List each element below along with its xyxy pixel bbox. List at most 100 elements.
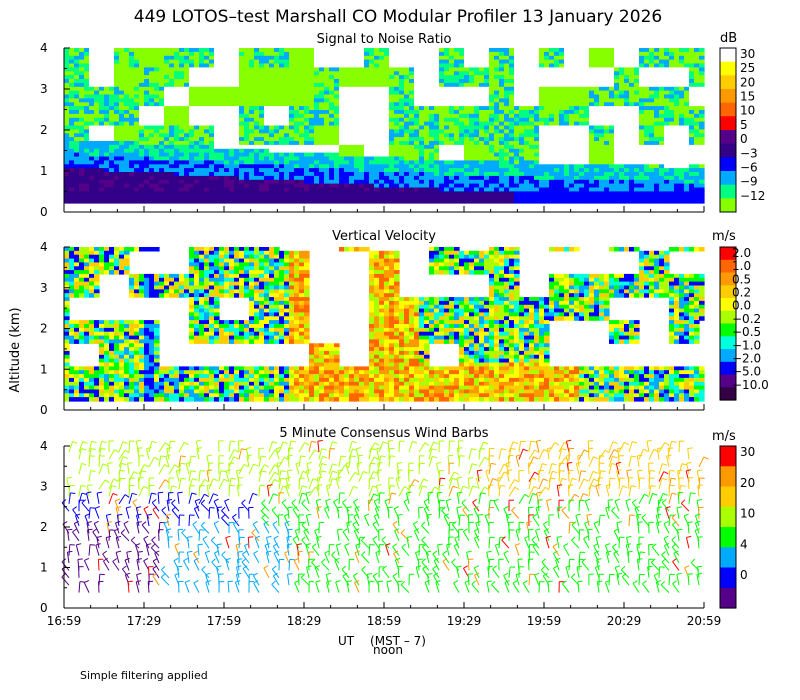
snr-cell [389,152,395,158]
snr-cell [399,71,405,76]
snr-cell [319,152,325,158]
snr-cell [194,199,200,204]
snr-cell [534,51,540,57]
snr-cell [569,141,575,146]
snr-cell [194,125,200,130]
snr-cell [64,71,70,76]
snr-cell [589,152,595,158]
snr-cell [299,75,305,80]
snr-cell [234,148,240,154]
snr-cell [324,191,330,196]
snr-cell [454,86,460,92]
snr-cell [304,152,310,158]
snr-cell [399,168,405,173]
snr-cell [194,133,200,138]
snr-cell [674,110,680,115]
snr-cell [409,164,415,169]
snr-cell [244,195,250,200]
snr-cell [269,179,275,185]
snr-cell [294,133,300,138]
snr-cell [309,75,315,80]
snr-cell [534,179,540,185]
snr-cell [414,129,420,134]
snr-cell [219,172,225,177]
snr-cell [659,137,665,142]
snr-cell [289,179,295,185]
snr-cell [614,187,620,192]
snr-cell [124,113,130,119]
snr-cell [449,152,455,158]
snr-cell [509,191,515,196]
snr-cell [404,191,410,196]
snr-cell [239,187,245,192]
snr-cell [69,117,75,123]
snr-cell [489,133,495,138]
snr-cell [424,129,430,134]
snr-cell [234,75,240,80]
snr-cell [419,148,425,154]
snr-cell [289,90,295,96]
snr-cell [619,191,625,196]
snr-cell [649,98,655,103]
snr-cell [484,164,490,169]
snr-cell [289,183,295,189]
snr-cell [374,148,380,154]
snr-cell [434,152,440,158]
snr-cell [514,106,520,111]
snr-cell [199,94,205,99]
snr-cell [114,156,120,161]
snr-cell [559,94,565,99]
snr-cell [544,48,550,53]
snr-cell [79,168,85,173]
snr-cell [304,141,310,146]
snr-cell [574,175,580,181]
snr-cell [264,90,270,96]
snr-cell [174,156,180,161]
snr-cell [509,129,515,134]
snr-cell [509,164,515,169]
snr-cell [109,141,115,146]
snr-cell [594,48,600,53]
snr-cell [604,187,610,192]
snr-cell [454,152,460,158]
snr-cell [164,191,170,196]
snr-cell [649,55,655,61]
snr-cell [379,191,385,196]
snr-cell [279,86,285,92]
snr-cell [229,148,235,154]
snr-cell [349,67,355,72]
snr-cell [424,117,430,123]
snr-cell [204,160,210,165]
snr-cell [669,59,675,65]
snr-cell [544,179,550,185]
snr-cell [274,98,280,103]
snr-cell [379,121,385,127]
snr-cell [159,63,165,68]
snr-cell [499,172,505,177]
snr-cell [524,179,530,185]
snr-cell [644,129,650,134]
snr-cell [314,172,320,177]
snr-cell [169,51,175,57]
snr-cell [129,183,135,189]
snr-cell [604,164,610,169]
snr-cell [184,82,190,88]
snr-cell [404,67,410,72]
snr-cell [549,168,555,173]
snr-cell [684,102,690,107]
snr-cell [394,121,400,127]
snr-cell [434,59,440,65]
snr-cell [179,59,185,65]
snr-cell [599,110,605,115]
snr-cell [329,191,335,196]
snr-cell [314,63,320,68]
snr-cell [639,98,645,103]
snr-cell [644,86,650,92]
snr-cell [339,199,345,204]
snr-cell [389,90,395,96]
snr-cell [64,187,70,192]
snr-cell [554,195,560,200]
snr-cell [284,79,290,84]
snr-cell [624,164,630,169]
snr-cell [424,148,430,154]
